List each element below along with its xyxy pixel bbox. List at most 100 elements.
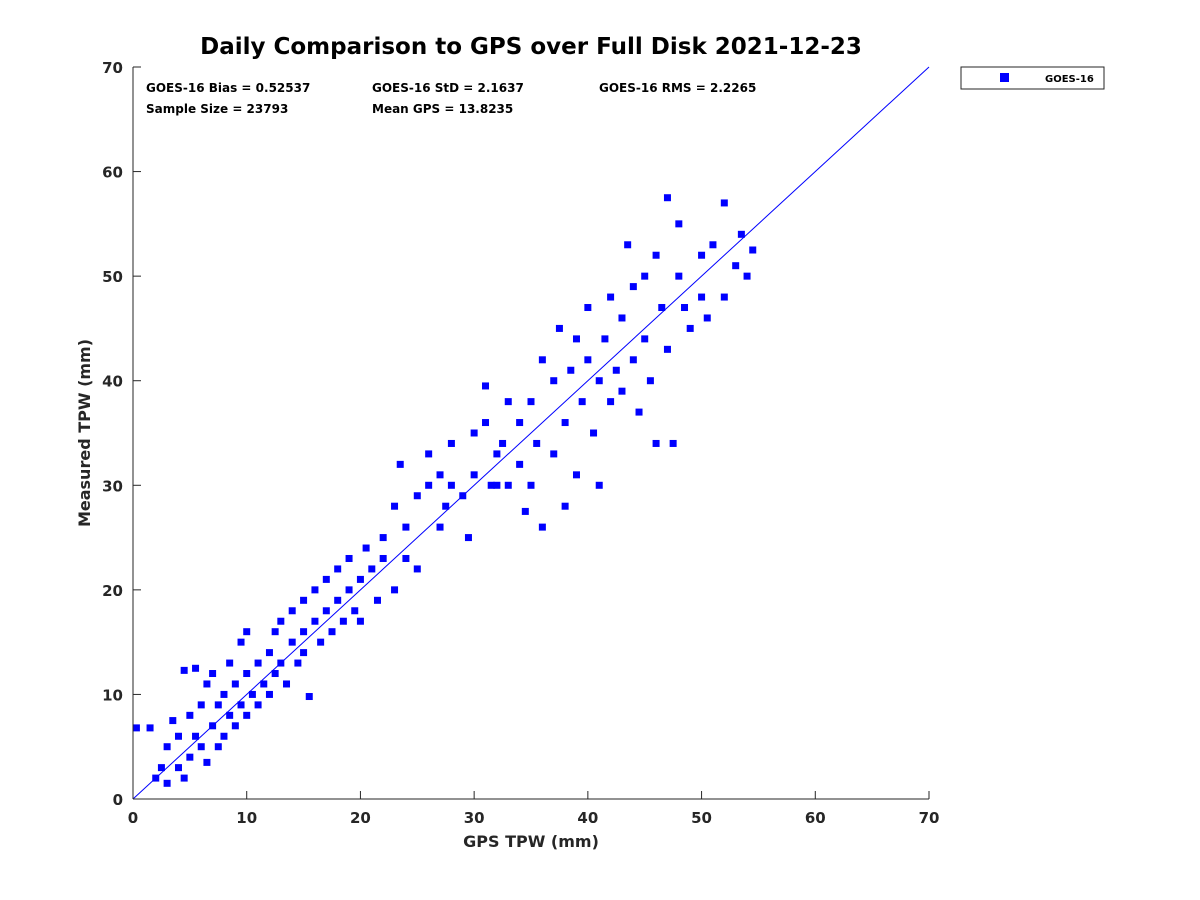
data-points xyxy=(132,194,757,787)
data-point xyxy=(373,596,381,604)
data-point xyxy=(391,586,399,594)
data-point xyxy=(652,439,660,447)
data-point xyxy=(737,230,745,238)
x-tick-label: 60 xyxy=(805,809,826,827)
data-point xyxy=(436,523,444,531)
data-point xyxy=(237,638,245,646)
data-point xyxy=(174,732,182,740)
data-point xyxy=(322,607,330,615)
x-tick-label: 70 xyxy=(919,809,940,827)
data-point xyxy=(641,335,649,343)
data-point xyxy=(220,732,228,740)
data-point xyxy=(749,246,757,254)
data-point xyxy=(265,690,273,698)
data-point xyxy=(174,764,182,772)
x-tick-label: 40 xyxy=(577,809,598,827)
data-point xyxy=(425,450,433,458)
data-point xyxy=(356,575,364,583)
data-point xyxy=(277,617,285,625)
data-point xyxy=(192,732,200,740)
y-axis-label: Measured TPW (mm) xyxy=(75,339,94,527)
data-point xyxy=(220,690,228,698)
data-point xyxy=(226,711,234,719)
data-point xyxy=(533,439,541,447)
data-point xyxy=(516,460,524,468)
stat-bias: GOES-16 Bias = 0.52537 xyxy=(146,81,310,95)
data-point xyxy=(180,774,188,782)
data-point xyxy=(698,251,706,259)
data-point xyxy=(595,481,603,489)
data-point xyxy=(442,502,450,510)
x-axis-label: GPS TPW (mm) xyxy=(463,832,599,851)
data-point xyxy=(641,272,649,280)
data-point xyxy=(493,450,501,458)
data-point xyxy=(368,565,376,573)
data-point xyxy=(720,199,728,207)
legend: GOES-16 xyxy=(960,66,1105,90)
y-tick-label: 70 xyxy=(102,59,123,77)
data-point xyxy=(203,680,211,688)
data-point xyxy=(356,617,364,625)
x-tick-label: 50 xyxy=(691,809,712,827)
data-point xyxy=(186,753,194,761)
data-point xyxy=(504,481,512,489)
axis-ticks: 0 10 20 30 40 50 60 70 0 10 20 30 40 50 60 70 xyxy=(102,59,939,827)
data-point xyxy=(288,607,296,615)
data-point xyxy=(686,324,694,332)
data-point xyxy=(391,502,399,510)
data-point xyxy=(322,575,330,583)
data-point xyxy=(612,366,620,374)
data-point xyxy=(618,314,626,322)
data-point xyxy=(487,481,495,489)
stat-mean-gps: Mean GPS = 13.8235 xyxy=(372,102,513,116)
data-point xyxy=(572,471,580,479)
reference-line xyxy=(132,66,930,800)
data-point xyxy=(538,523,546,531)
data-point xyxy=(709,241,717,249)
data-point xyxy=(334,565,342,573)
data-point xyxy=(237,701,245,709)
data-point xyxy=(283,680,291,688)
data-point xyxy=(157,764,165,772)
data-point xyxy=(499,439,507,447)
data-point xyxy=(516,419,524,427)
data-point xyxy=(186,711,194,719)
data-point xyxy=(146,724,154,732)
data-point xyxy=(584,356,592,364)
data-point xyxy=(379,554,387,562)
x-tick-label: 0 xyxy=(128,809,138,827)
data-point xyxy=(567,366,575,374)
data-point xyxy=(703,314,711,322)
data-point xyxy=(607,293,615,301)
data-point xyxy=(169,717,177,725)
data-point xyxy=(197,701,205,709)
data-point xyxy=(669,439,677,447)
x-tick-label: 20 xyxy=(350,809,371,827)
data-point xyxy=(300,628,308,636)
y-tick-label: 20 xyxy=(102,582,123,600)
legend-box xyxy=(960,66,1105,90)
data-point xyxy=(180,666,188,674)
data-point xyxy=(402,554,410,562)
data-point xyxy=(203,758,211,766)
y-tick-label: 10 xyxy=(102,686,123,704)
y-tick-label: 30 xyxy=(102,477,123,495)
data-point xyxy=(436,471,444,479)
legend-label: GOES-16 xyxy=(1045,74,1094,85)
data-point xyxy=(305,693,313,701)
data-point xyxy=(652,251,660,259)
data-point xyxy=(601,335,609,343)
data-point xyxy=(607,398,615,406)
data-point xyxy=(663,345,671,353)
data-point xyxy=(646,377,654,385)
data-point xyxy=(345,586,353,594)
data-point xyxy=(265,649,273,657)
y-tick-label: 0 xyxy=(113,791,123,809)
data-point xyxy=(572,335,580,343)
data-point xyxy=(732,262,740,270)
data-point xyxy=(214,743,222,751)
data-point xyxy=(163,779,171,787)
stat-sample-size: Sample Size = 23793 xyxy=(146,102,288,116)
data-point xyxy=(413,492,421,500)
